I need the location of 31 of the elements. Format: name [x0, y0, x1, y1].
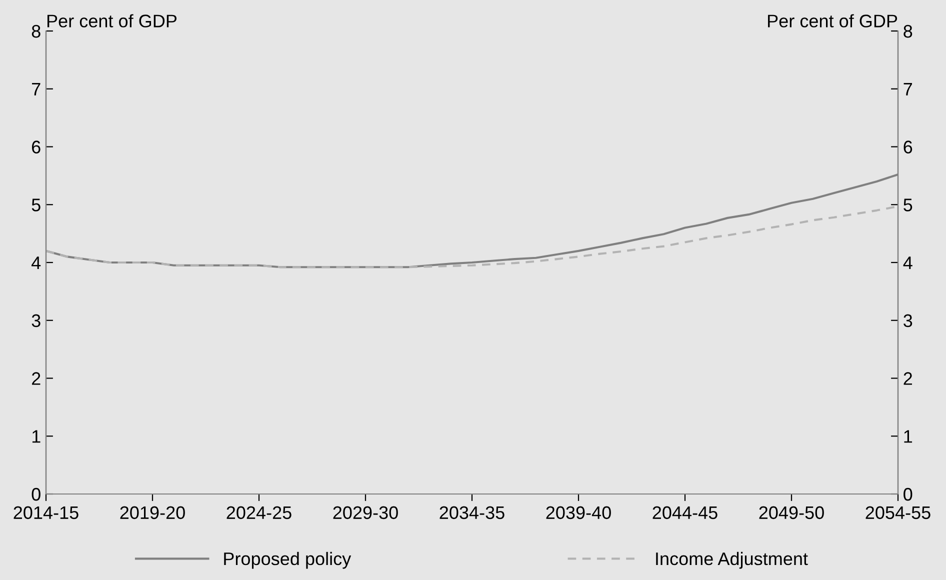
x-tick-label: 2049-50	[759, 506, 824, 520]
x-tick-label: 2029-30	[333, 506, 398, 520]
y-tick-label: 5	[32, 198, 40, 212]
y-tick-label: 6	[32, 140, 40, 154]
y-tick-label: 3	[32, 314, 40, 328]
y2-tick-label: 6	[904, 140, 912, 154]
x-tick-label: 2019-20	[120, 506, 185, 520]
y2-axis-title: Per cent of GDP	[768, 14, 898, 28]
x-tick-label: 2054-55	[866, 506, 930, 520]
x-tick-label: 2034-35	[440, 506, 504, 520]
x-tick-label: 2044-45	[652, 506, 718, 520]
y-tick-label: 7	[32, 82, 40, 96]
y2-tick-label: 7	[904, 82, 912, 96]
y2-tick-label: 2	[904, 372, 912, 385]
x-tick-label: 2024-25	[226, 506, 292, 520]
legend-label: Proposed policy	[224, 552, 352, 569]
y2-tick-label: 0	[904, 488, 912, 501]
y2-tick-label: 5	[904, 198, 912, 212]
y-tick-label: 2	[32, 372, 40, 385]
y-tick-label: 8	[32, 24, 40, 38]
y-axis-title: Per cent of GDP	[47, 14, 177, 28]
y2-tick-label: 3	[904, 314, 912, 328]
y2-tick-label: 1	[904, 430, 912, 443]
legend-label: Income Adjustment	[656, 552, 808, 569]
y2-tick-label: 8	[904, 24, 912, 38]
x-tick-label: 2039-40	[546, 506, 611, 520]
y-tick-label: 1	[32, 430, 40, 443]
y-tick-label: 0	[32, 488, 40, 501]
x-tick-label: 2014-15	[14, 506, 78, 520]
y2-tick-label: 4	[903, 256, 912, 270]
y-tick-label: 4	[32, 256, 41, 270]
